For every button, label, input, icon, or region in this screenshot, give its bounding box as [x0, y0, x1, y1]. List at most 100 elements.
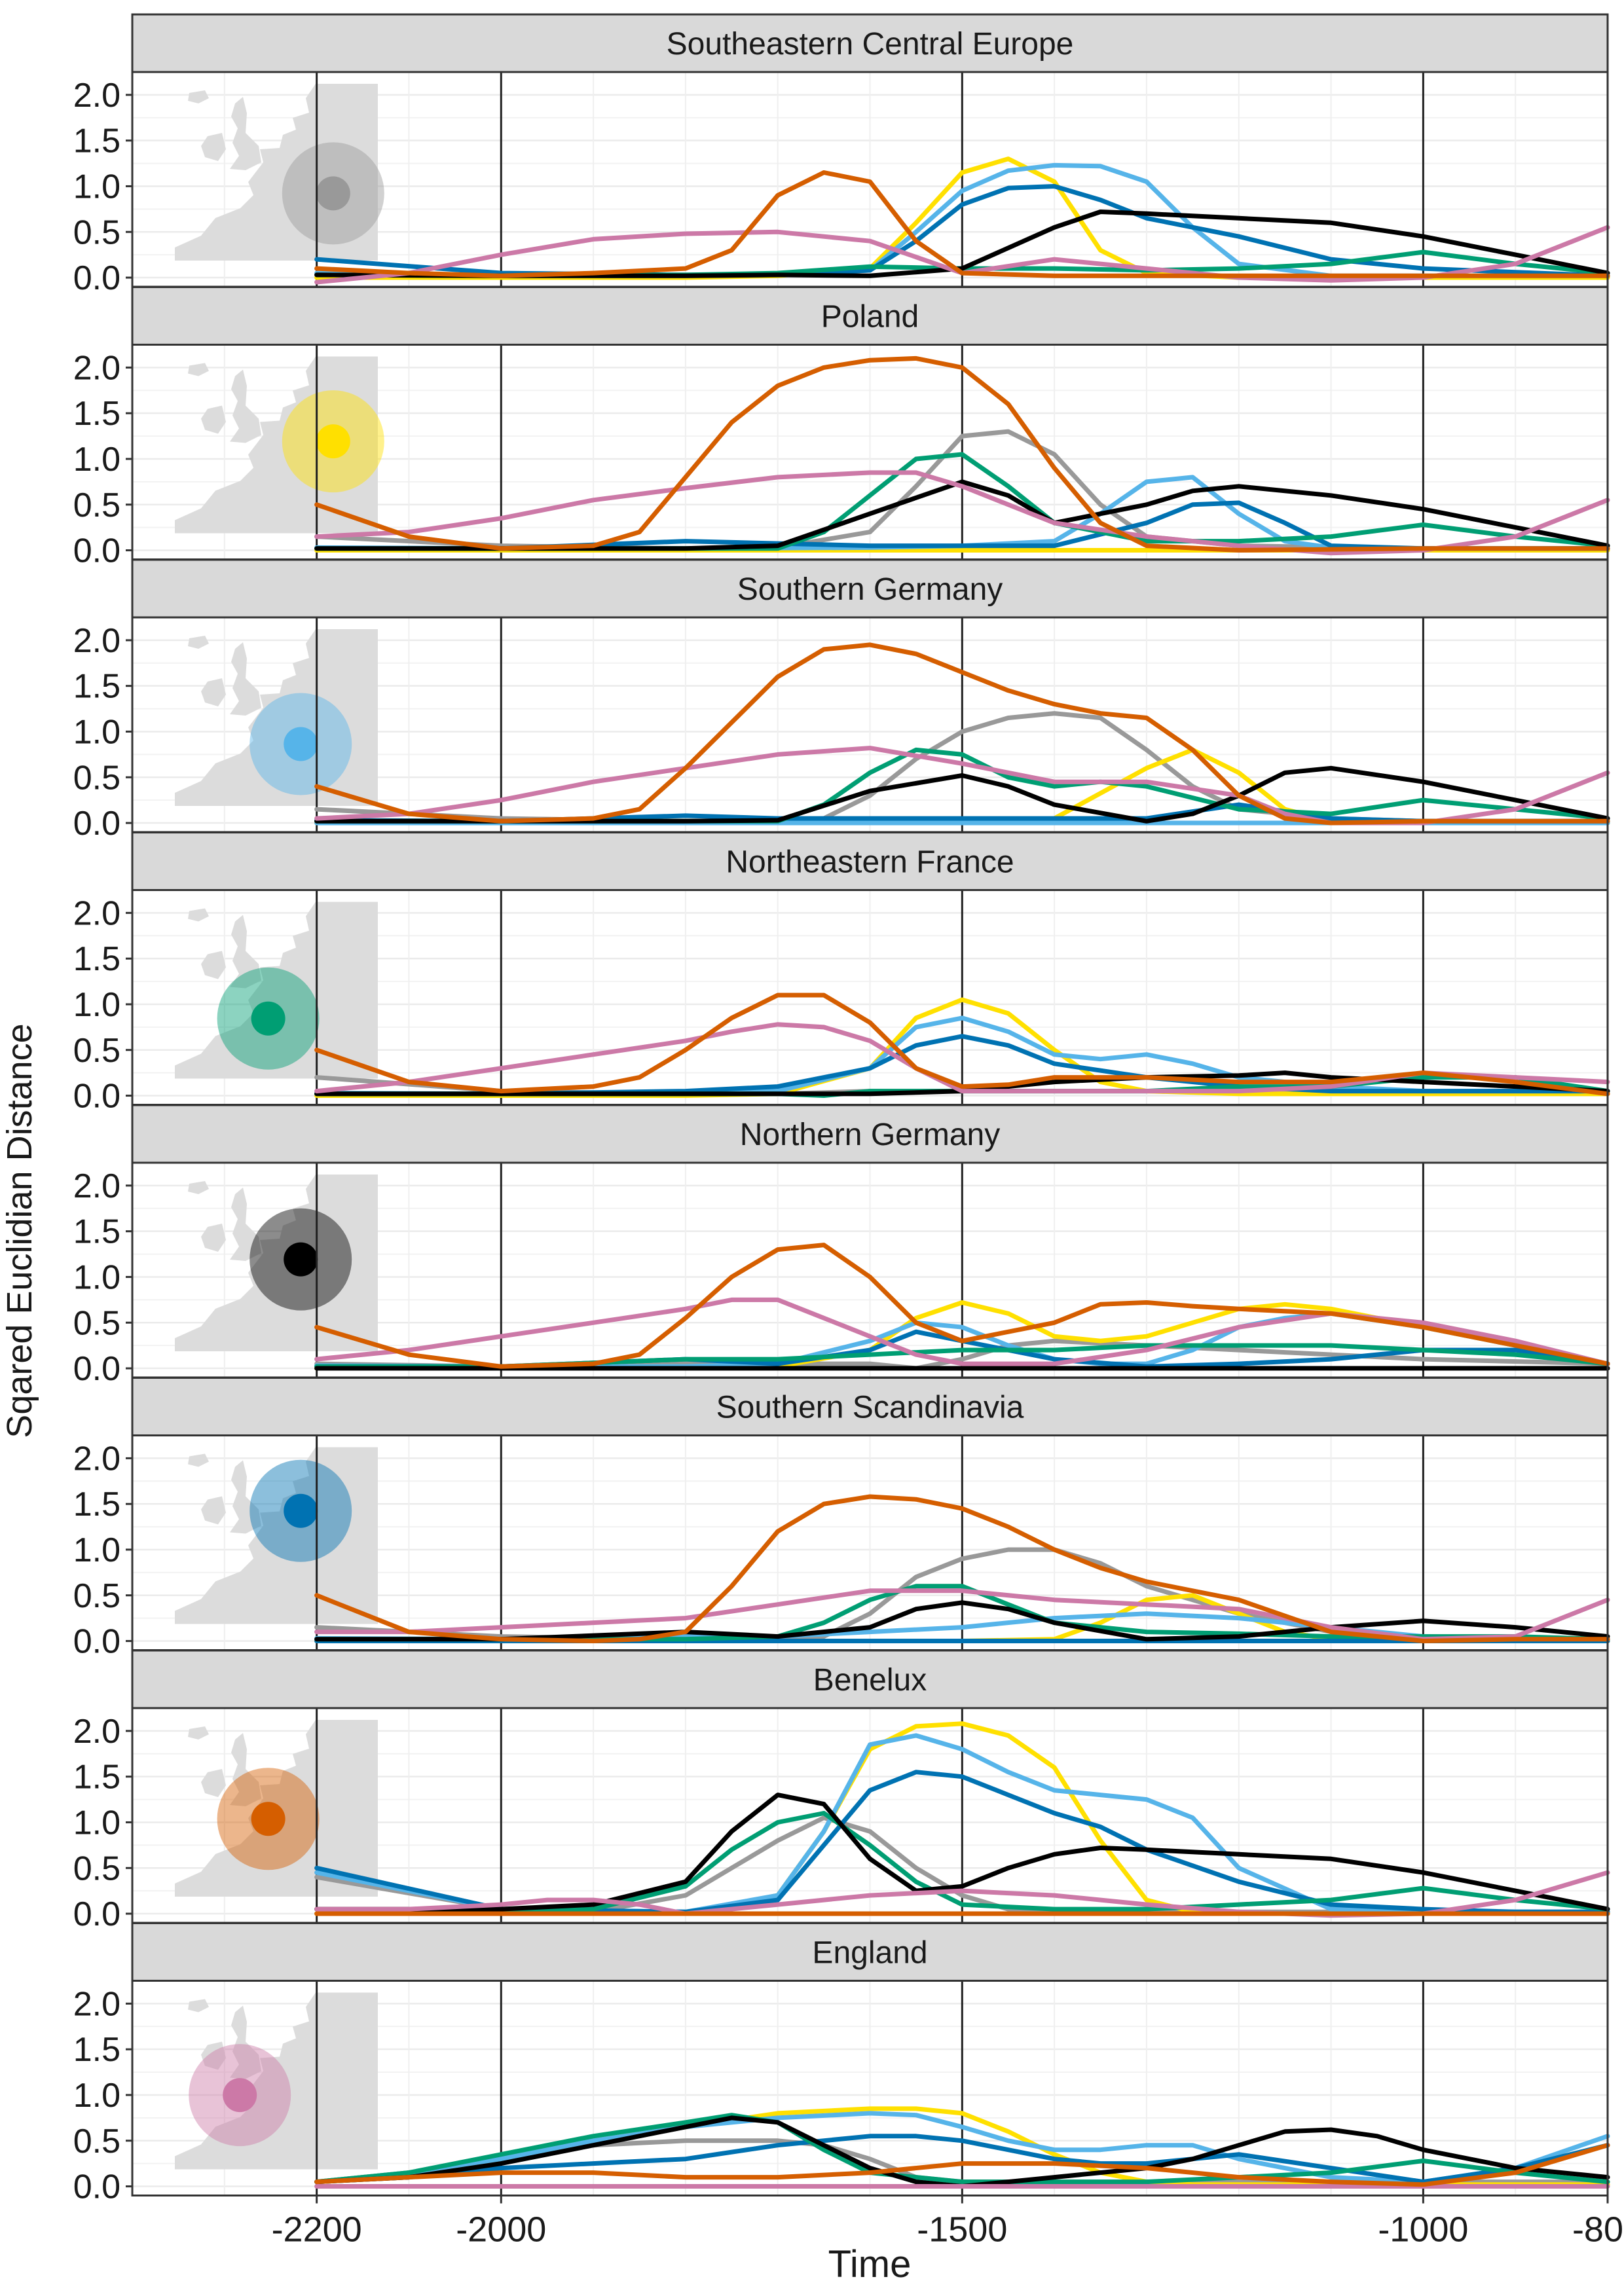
map-britain — [230, 1188, 261, 1261]
map-inset — [175, 1720, 378, 1897]
series-line — [314, 1022, 1610, 1094]
panel-title: Southern Scandinavia — [716, 1391, 1024, 1425]
region-marker — [251, 1802, 286, 1836]
y-tick-label: 1.0 — [73, 713, 120, 751]
x-tick-label: -2200 — [272, 2210, 362, 2250]
map-island — [188, 636, 209, 649]
y-tick-label: 2.0 — [73, 1713, 120, 1751]
y-axis-title: Sqared Euclidian Distance — [0, 1023, 39, 1438]
map-britain — [230, 642, 261, 716]
panel-title: England — [812, 1936, 927, 1971]
y-tick-label: 1.0 — [73, 986, 120, 1024]
y-tick-label: 0.5 — [73, 759, 120, 797]
panel-title: Poland — [821, 300, 919, 335]
map-britain — [230, 369, 261, 443]
map-inset — [175, 629, 378, 806]
x-tick-label: -1000 — [1378, 2210, 1468, 2250]
y-tick-label: 2.0 — [73, 1985, 120, 2023]
panel-strip — [131, 1922, 1609, 1982]
y-tick-label: 0.5 — [73, 2123, 120, 2160]
map-island — [188, 1999, 209, 2013]
series-line — [314, 210, 1610, 278]
map-ireland — [201, 1224, 226, 1252]
series-line — [314, 1243, 1610, 1369]
series-line — [314, 470, 1610, 556]
panel: Southern Germany 0.0 0.5 1.0 1.5 2.0 — [73, 558, 1610, 843]
map-britain — [230, 1733, 261, 1806]
panel-strip — [131, 286, 1609, 346]
map-island — [188, 90, 209, 103]
panel-title: Northern Germany — [740, 1118, 1000, 1152]
y-tick-label: 1.0 — [73, 1258, 120, 1296]
panel: Poland 0.0 0.5 1.0 1.5 2.0 — [73, 286, 1610, 570]
y-tick-label: 1.0 — [73, 1531, 120, 1569]
y-tick-label: 2.0 — [73, 894, 120, 932]
series-line — [314, 1343, 1610, 1369]
panel-strip — [131, 1649, 1609, 1709]
map-island — [188, 1453, 209, 1467]
y-tick-label: 0.0 — [73, 1350, 120, 1388]
panel: Southeastern Central Europe 0.0 0.5 1.0 1.5 2… — [73, 13, 1610, 297]
map-ireland — [201, 133, 226, 161]
series-line — [314, 1811, 1610, 1914]
panel-strip — [131, 558, 1609, 619]
series-line — [314, 170, 1610, 278]
region-marker — [316, 176, 350, 211]
series-line — [314, 1733, 1610, 1914]
series-line — [314, 2111, 1610, 2185]
series-line — [314, 1793, 1610, 1912]
y-tick-label: 1.0 — [73, 2077, 120, 2115]
map-ireland — [201, 1769, 226, 1797]
region-marker — [316, 424, 350, 459]
region-marker — [251, 1001, 286, 1036]
y-tick-label: 2.0 — [73, 622, 120, 660]
y-tick-label: 1.0 — [73, 168, 120, 206]
panel-strip — [131, 831, 1609, 891]
map-ireland — [201, 678, 226, 706]
series-line — [314, 2143, 1610, 2187]
series-line — [314, 1034, 1610, 1097]
panel: Benelux 0.0 0.5 1.0 1.5 2.0 — [73, 1649, 1610, 1933]
map-britain — [230, 2005, 261, 2079]
map-inset — [175, 1992, 378, 2170]
y-tick-label: 1.0 — [73, 441, 120, 479]
panels-layer: Southeastern Central Europe 0.0 0.5 1.0 1.5 2… — [73, 13, 1610, 2206]
y-tick-label: 1.5 — [73, 122, 120, 160]
y-tick-label: 2.0 — [73, 349, 120, 387]
y-tick-label: 0.5 — [73, 1304, 120, 1342]
y-tick-label: 0.0 — [73, 805, 120, 843]
y-tick-label: 0.0 — [73, 1895, 120, 1933]
panel-title: Southeastern Central Europe — [667, 27, 1074, 62]
y-tick-label: 0.5 — [73, 486, 120, 524]
x-axis-title: Time — [828, 2243, 912, 2286]
map-land — [175, 1175, 378, 1351]
map-ireland — [201, 1496, 226, 1525]
x-tick-label: -2000 — [456, 2210, 546, 2250]
map-land — [175, 1992, 378, 2170]
map-island — [188, 363, 209, 376]
series-line — [314, 993, 1610, 1097]
y-tick-label: 1.5 — [73, 940, 120, 978]
y-tick-label: 0.5 — [73, 213, 120, 251]
panel-title: Southern Germany — [737, 572, 1003, 607]
y-tick-label: 1.0 — [73, 1804, 120, 1842]
map-land — [175, 1447, 378, 1624]
y-tick-label: 2.0 — [73, 1440, 120, 1478]
y-tick-label: 0.0 — [73, 532, 120, 570]
y-tick-label: 0.0 — [73, 1078, 120, 1116]
y-tick-label: 0.0 — [73, 259, 120, 297]
y-tick-label: 0.5 — [73, 1032, 120, 1070]
map-island — [188, 1726, 209, 1740]
panel: Northern Germany 0.0 0.5 1.0 1.5 2.0 — [73, 1104, 1610, 1388]
x-tick-label: -800 — [1572, 2210, 1624, 2250]
series-line — [314, 1494, 1610, 1643]
y-tick-label: 1.5 — [73, 1213, 120, 1251]
map-inset — [175, 356, 384, 534]
panel-strip — [131, 13, 1609, 73]
region-marker — [223, 2078, 257, 2113]
region-marker — [284, 727, 318, 761]
y-tick-label: 1.5 — [73, 2031, 120, 2069]
map-land — [175, 84, 378, 261]
panel-title: Benelux — [813, 1663, 927, 1698]
panel-title: Northeastern France — [726, 845, 1014, 880]
